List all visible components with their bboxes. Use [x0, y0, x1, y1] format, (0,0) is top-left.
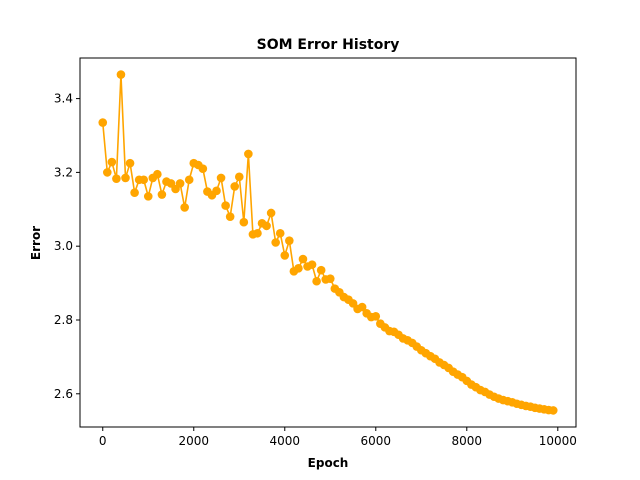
data-point	[280, 251, 290, 260]
y-tick-label: 3.2	[54, 165, 73, 179]
data-point	[130, 188, 139, 197]
series-layer	[98, 70, 558, 415]
y-tick-label: 3.0	[54, 239, 73, 253]
data-point	[239, 217, 249, 227]
data-point	[221, 201, 230, 210]
x-tick-label: 4000	[269, 434, 300, 448]
ticks-layer: 0 2000 4000 6000 8000 10000 2.6 2.8 3.0 3.2 3.4	[54, 92, 577, 448]
x-tick-label: 2000	[178, 434, 209, 448]
data-point	[548, 406, 558, 415]
x-tick-label: 6000	[361, 434, 392, 448]
data-point	[157, 190, 167, 199]
data-point	[298, 254, 308, 264]
data-point	[253, 228, 262, 238]
data-point	[180, 203, 189, 212]
chart-title: SOM Error History	[257, 37, 400, 53]
data-point	[230, 182, 240, 191]
data-point	[244, 149, 253, 159]
data-point	[234, 172, 244, 182]
data-point	[275, 228, 285, 238]
data-point	[175, 179, 185, 188]
data-point	[216, 173, 226, 183]
data-point	[107, 157, 117, 167]
x-axis-label: Epoch	[308, 456, 349, 470]
y-axis-label: Error	[29, 226, 43, 260]
data-point	[371, 312, 381, 321]
data-point	[139, 175, 149, 185]
data-point	[271, 238, 280, 247]
data-point	[125, 158, 135, 168]
data-point	[98, 118, 108, 127]
data-point	[325, 274, 335, 283]
data-point	[212, 186, 221, 196]
data-point	[294, 264, 303, 273]
x-tick-label: 10000	[539, 434, 577, 448]
y-tick-label: 2.8	[54, 313, 73, 327]
data-point	[307, 260, 317, 269]
data-point	[357, 302, 367, 312]
data-point	[184, 175, 194, 185]
data-point	[112, 174, 121, 183]
data-point	[153, 169, 162, 179]
data-point	[316, 265, 326, 275]
plot-area	[80, 58, 576, 427]
data-point	[285, 236, 294, 245]
x-tick-label: 8000	[452, 434, 483, 448]
data-point	[266, 208, 276, 218]
data-point	[116, 70, 126, 79]
plot-frame	[79, 57, 577, 428]
x-tick-label: 0	[99, 434, 107, 448]
data-point	[103, 168, 112, 177]
data-point	[121, 173, 130, 183]
data-point	[143, 192, 153, 201]
data-point	[198, 164, 208, 173]
data-point	[262, 221, 271, 231]
data-point	[312, 276, 321, 286]
y-tick-label: 2.6	[54, 387, 73, 401]
data-point	[225, 212, 235, 221]
y-tick-label: 3.4	[54, 92, 73, 106]
